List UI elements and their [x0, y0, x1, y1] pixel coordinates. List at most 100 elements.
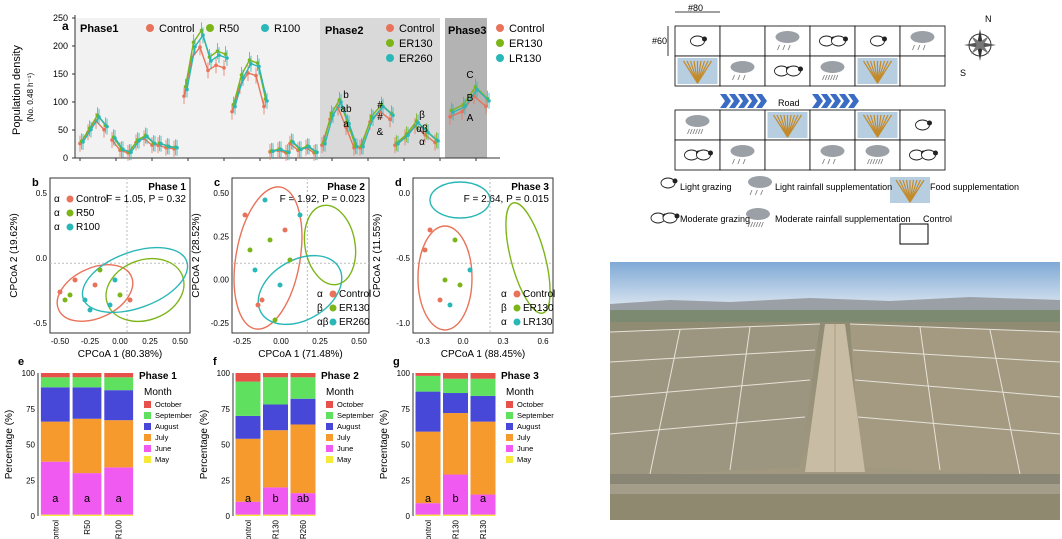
sig-label: ab — [297, 493, 309, 505]
bar-segment — [40, 387, 70, 422]
field-photo-illustration — [610, 262, 1060, 520]
road-label: Road — [778, 98, 800, 108]
sig-label: A — [467, 113, 474, 124]
rain-drop — [732, 74, 735, 81]
bar-segment — [290, 493, 316, 515]
field-photo — [610, 262, 1060, 520]
legend-label: September — [337, 411, 374, 420]
category-label: ER130 — [272, 519, 281, 539]
bar-segment — [290, 377, 316, 399]
y-tick-label: 75 — [401, 405, 410, 414]
bar-segment — [104, 467, 134, 515]
group-ellipse — [105, 257, 185, 323]
sig-label: # — [377, 112, 383, 123]
data-point — [97, 115, 101, 119]
legend-label: June — [155, 444, 171, 453]
bar-panel-g: g Phase 3 Percentage (%) 100 75 50 25 0 a Control… — [379, 356, 554, 539]
x-axis-label: CPCoA 1 (80.38%) — [78, 349, 163, 360]
legend-swatch — [144, 445, 151, 452]
y-tick-label: -0.5 — [33, 319, 47, 328]
sheep-icon — [831, 35, 846, 47]
phase-title: Phase 1 — [139, 371, 177, 382]
legend-light-rain: Light rainfall supplementation — [775, 182, 892, 192]
plot-cell — [764, 139, 811, 171]
panel-label: f — [213, 356, 217, 368]
road-arrow-icon — [848, 94, 859, 108]
x-tick-label: -0.25 — [81, 337, 100, 346]
sig-label: αβ — [416, 124, 428, 135]
x-tick-label: -0.3 — [416, 337, 430, 346]
bar-segment — [470, 494, 496, 515]
road-arrow-icon — [821, 94, 832, 108]
legend-label: ER130 — [523, 303, 554, 314]
rain-drop — [749, 189, 753, 196]
grass-blade — [909, 179, 925, 203]
data-point — [121, 147, 125, 152]
y-tick-label: 25 — [26, 476, 35, 485]
rain-drop — [752, 221, 756, 228]
rain-drop — [830, 74, 833, 81]
rain-drop — [760, 221, 764, 228]
legend-swatch — [144, 456, 151, 463]
sample-point — [457, 282, 463, 288]
plot-cell — [809, 109, 856, 141]
bar-segment — [290, 514, 316, 516]
data-point — [381, 104, 385, 109]
data-point — [81, 140, 85, 144]
legend-moderate-rain: Moderate rainfall supplementation — [775, 214, 911, 224]
significance-marks: b ab a ## & β αβ α C BA — [340, 70, 473, 148]
y-axis-label: Population density — [11, 45, 23, 135]
data-point — [239, 73, 244, 77]
y-tick-label: 0.5 — [36, 189, 48, 198]
legend-sig: α — [54, 208, 60, 219]
legend-swatch — [144, 412, 151, 419]
dim-width: #80 — [688, 3, 703, 13]
bar-segment — [443, 393, 468, 414]
sheep-icon — [870, 35, 885, 47]
legend-label: ER260 — [399, 53, 433, 65]
bar-segment — [290, 373, 316, 378]
rain-drop — [822, 74, 825, 81]
legend-marker — [386, 54, 394, 62]
sample-point — [277, 282, 283, 288]
rain-drop — [872, 158, 876, 165]
sig-label: & — [377, 127, 384, 138]
cloud-icon — [730, 145, 755, 157]
pcoa-panel-b: b Phase 1F = 1.05, P = 0.32 CPCoA 1 (80.38… — [9, 177, 191, 360]
bar-segment — [263, 487, 288, 515]
data-point — [257, 64, 261, 69]
sheep-icon — [696, 149, 711, 161]
rain-drop — [867, 158, 870, 165]
sig-label: α — [419, 137, 425, 148]
category-label: LR130 — [479, 519, 488, 539]
data-point — [129, 150, 133, 155]
y-tick-label: 50 — [26, 441, 35, 450]
phase-title: Phase 3 — [501, 371, 539, 382]
phase1-bg — [75, 18, 320, 158]
bar-segment — [72, 373, 102, 378]
rain-drop — [827, 74, 831, 81]
phase-title: Phase 2 — [321, 371, 359, 382]
bar-segment — [415, 391, 441, 432]
cloud-icon — [775, 31, 800, 43]
category-label: Control — [51, 520, 60, 539]
data-point — [153, 141, 157, 146]
data-point — [451, 110, 455, 115]
rain-drop — [754, 189, 758, 196]
cloud-icon — [746, 208, 770, 220]
legend-label: Control — [509, 23, 544, 35]
rain-drop — [782, 44, 786, 51]
group-ellipse — [505, 202, 551, 314]
y-axis-label: CPCoA 2 (11.55%) — [372, 214, 383, 298]
bar-segment — [104, 373, 134, 378]
data-point — [271, 149, 275, 153]
sample-point — [267, 237, 273, 243]
data-point — [105, 124, 109, 129]
stat-label: F = 1.92, P = 0.023 — [280, 194, 366, 205]
bar-segment — [415, 431, 441, 504]
sheep-icon — [921, 149, 936, 161]
legend-marker — [513, 304, 521, 312]
diagram-legend — [650, 176, 930, 228]
bar-segment — [104, 420, 134, 468]
bar-segment — [104, 390, 134, 421]
